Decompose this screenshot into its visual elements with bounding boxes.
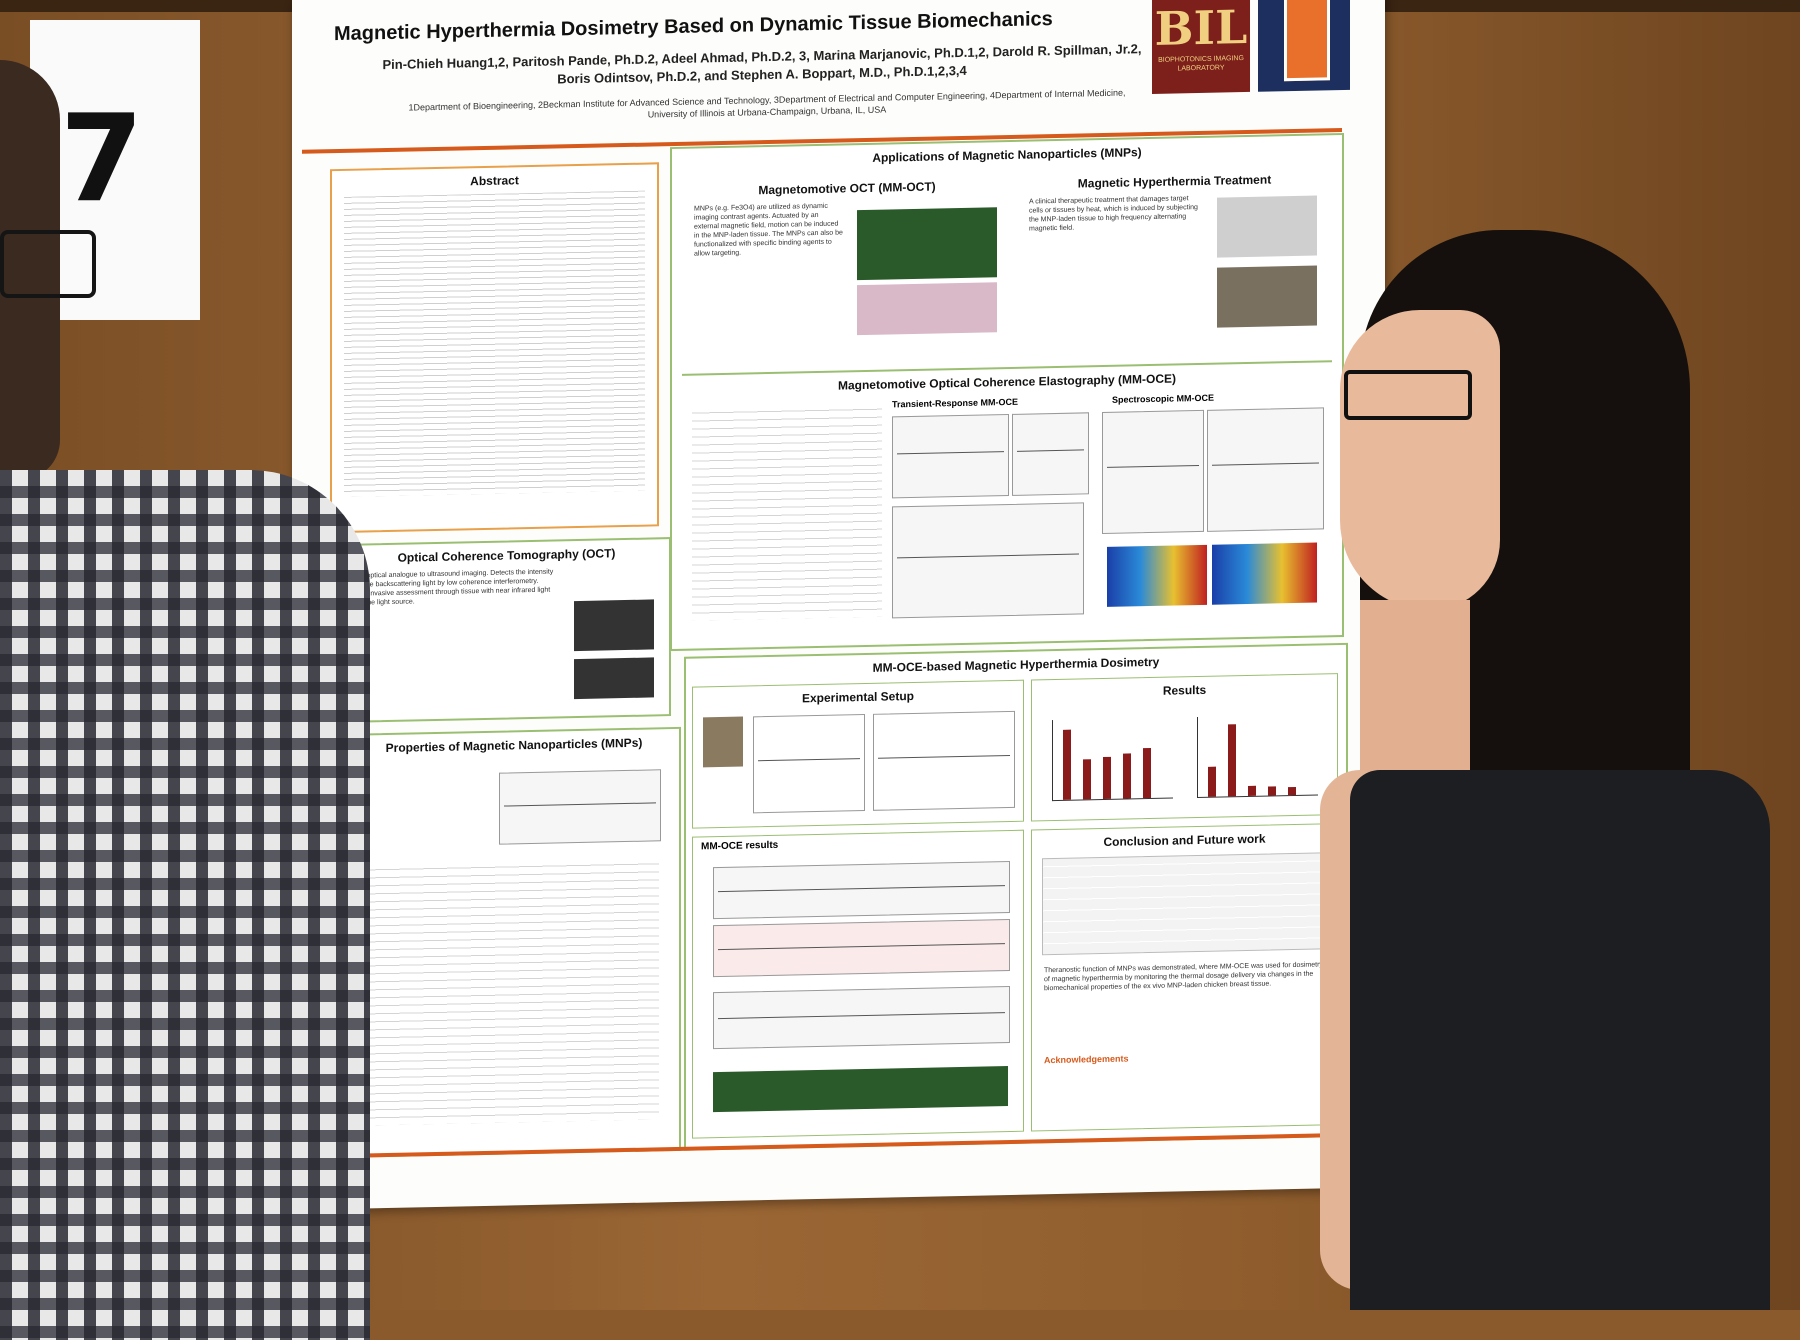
ultrasound-image xyxy=(574,657,654,700)
temperature-bar xyxy=(1103,756,1111,800)
heatmap-180hz xyxy=(1212,542,1317,605)
bil-logo-caption: BIOPHOTONICS IMAGING LABORATORY xyxy=(1158,55,1244,73)
oct-box: Optical Coherence Tomography (OCT) An op… xyxy=(342,537,671,723)
temperature-bar xyxy=(1083,759,1091,800)
abstract-box: Abstract xyxy=(330,162,659,534)
conclusion-panel: Conclusion and Future work Theranostic f… xyxy=(1031,823,1338,1132)
histology-images xyxy=(857,282,997,336)
hyperthermia-setup-diagram xyxy=(753,713,865,814)
setup-photo xyxy=(703,716,743,768)
mm-oct-images xyxy=(857,207,997,281)
indentation-bar xyxy=(1228,724,1236,797)
transient-results-row xyxy=(713,985,1010,1050)
plaid-shirt xyxy=(0,470,370,1340)
poster-authors: Pin-Chieh Huang1,2, Paritosh Pande, Ph.D… xyxy=(382,41,1142,87)
properties-heading: Properties of Magnetic Nanoparticles (MN… xyxy=(385,735,643,756)
poster-title: Magnetic Hyperthermia Dosimetry Based on… xyxy=(334,8,1053,46)
hyperthermia-bullets: A clinical therapeutic treatment that da… xyxy=(1029,195,1198,233)
indentation-bar xyxy=(1268,786,1276,796)
temperature-bar xyxy=(1063,729,1071,800)
woman-presenter xyxy=(1320,230,1800,1310)
conclusion-heading: Conclusion and Future work xyxy=(1103,831,1266,850)
illinois-i-mark xyxy=(1284,0,1330,82)
spectroscopic-results-row-after xyxy=(713,918,1010,978)
indentation-bar xyxy=(1248,785,1256,796)
mm-oce-panel: Magnetomotive Optical Coherence Elastogr… xyxy=(682,360,1332,641)
mm-oce-results-panel: MM-OCE results xyxy=(692,829,1024,1139)
results-panel: Results xyxy=(1031,673,1338,822)
bil-logo: BIL BIOPHOTONICS IMAGING LABORATORY xyxy=(1152,0,1250,94)
mm-oce-setup-diagram xyxy=(873,710,1015,811)
oct-bullets: An optical analogue to ultrasound imagin… xyxy=(356,568,554,607)
transient-plot xyxy=(892,413,1009,499)
abstract-text-block xyxy=(344,190,645,497)
dosimetry-box: MM-OCE-based Magnetic Hyperthermia Dosim… xyxy=(684,642,1348,1151)
illinois-logo xyxy=(1258,0,1350,92)
mm-oce-heading: Magnetomotive Optical Coherence Elastogr… xyxy=(837,371,1177,393)
magnetization-curve xyxy=(499,769,661,845)
properties-box: Properties of Magnetic Nanoparticles (MN… xyxy=(347,726,681,1158)
conclusion-table xyxy=(1042,852,1329,956)
indentation-chart xyxy=(1197,714,1318,799)
spectroscopic-heading: Spectroscopic MM-OCE xyxy=(1112,392,1215,405)
transient-heading: Transient-Response MM-OCE xyxy=(892,396,1019,410)
displacement-plot xyxy=(892,502,1084,619)
surface-temperature-chart xyxy=(1052,717,1173,802)
setup-heading: Experimental Setup xyxy=(801,688,915,706)
abstract-heading: Abstract xyxy=(470,173,519,189)
mm-oce-text-block xyxy=(692,406,882,621)
applications-box: Applications of Magnetic Nanoparticles (… xyxy=(670,132,1344,652)
adipose-plot xyxy=(1207,407,1324,532)
setup-panel: Experimental Setup xyxy=(692,679,1024,829)
poster-number: 7 xyxy=(60,90,144,229)
woman-face xyxy=(1340,310,1500,610)
spectroscopic-results-row xyxy=(713,860,1010,920)
temperature-bar xyxy=(1123,753,1131,799)
results-heading: Results xyxy=(1162,682,1207,698)
black-sleeveless-top xyxy=(1350,770,1770,1310)
mm-oce-image-strip xyxy=(713,1066,1008,1113)
frequency-plot xyxy=(1012,412,1089,496)
lab-photo xyxy=(1217,265,1317,328)
mm-oct-bullets: MNPs (e.g. Fe3O4) are utilized as dynami… xyxy=(694,202,843,258)
temperature-bar xyxy=(1143,748,1151,799)
man-in-plaid-shirt xyxy=(0,30,370,1340)
mm-oct-panel: Magnetomotive OCT (MM-OCT) MNPs (e.g. Fe… xyxy=(682,172,1012,359)
man-glasses xyxy=(0,230,96,298)
poster-affiliations: 1Department of Bioengineering, 2Beckman … xyxy=(408,87,1126,120)
spectroscopic-plot xyxy=(1102,409,1204,535)
conclusion-bullets: Theranostic function of MNPs was demonst… xyxy=(1044,961,1323,993)
mm-oce-results-heading: MM-OCE results xyxy=(701,839,779,853)
research-poster: Magnetic Hyperthermia Dosimetry Based on… xyxy=(292,0,1385,1211)
oct-image xyxy=(574,599,654,652)
woman-glasses xyxy=(1344,370,1472,420)
acknowledgements-heading: Acknowledgements xyxy=(1044,1053,1129,1066)
properties-text-block xyxy=(359,859,659,1126)
indentation-bar xyxy=(1288,786,1296,796)
indentation-bar xyxy=(1208,766,1216,797)
bil-logo-letters: BIL xyxy=(1154,0,1248,56)
hyperthermia-panel: Magnetic Hyperthermia Treatment A clinic… xyxy=(1017,165,1332,352)
applications-heading: Applications of Magnetic Nanoparticles (… xyxy=(872,145,1142,165)
heatmap-20hz xyxy=(1107,544,1207,607)
induction-coil-image xyxy=(1217,195,1317,258)
man-head xyxy=(0,60,60,480)
